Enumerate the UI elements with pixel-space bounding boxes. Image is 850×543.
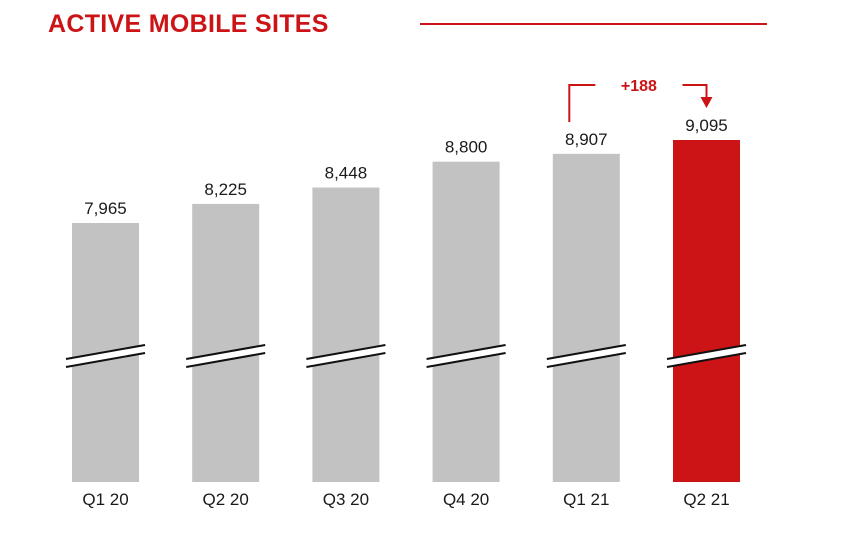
value-label: 7,965 <box>84 199 127 218</box>
delta-connector-line <box>568 84 708 122</box>
axis-break-mark <box>426 344 506 368</box>
chart-title: ACTIVE MOBILE SITES <box>48 10 329 38</box>
value-label: 8,448 <box>325 164 368 183</box>
value-labels-group: 7,965 8,225 8,448 8,800 8,907 9,095 <box>84 116 728 218</box>
delta-arrowhead <box>700 97 713 108</box>
value-label: 8,800 <box>445 138 488 157</box>
value-label: 9,095 <box>685 116 728 135</box>
axis-break-mark <box>65 344 146 368</box>
category-labels-group: Q1 20 Q2 20 Q3 20 Q4 20 Q1 21 Q2 21 <box>82 490 729 509</box>
bar-q2-21 <box>673 140 740 482</box>
bar-q2-20 <box>192 203 260 482</box>
bar-q1-21 <box>552 153 620 483</box>
delta-annotation-group: +188 <box>568 78 713 122</box>
title-rule <box>420 23 767 25</box>
category-label: Q2 20 <box>203 490 249 509</box>
axis-break-mark <box>186 344 266 368</box>
bars-group <box>72 140 740 483</box>
delta-label: +188 <box>621 78 657 95</box>
axis-breaks-group <box>65 344 747 368</box>
bar-q4-20 <box>432 161 500 482</box>
axis-break-mark <box>546 344 626 368</box>
value-label: 8,225 <box>204 180 247 199</box>
category-label: Q1 21 <box>563 490 609 509</box>
axis-break-mark <box>666 344 747 368</box>
category-label: Q1 20 <box>82 490 128 509</box>
value-label: 8,907 <box>565 130 608 149</box>
category-label: Q2 21 <box>683 490 729 509</box>
bar-q3-20 <box>312 187 380 482</box>
axis-break-mark <box>306 344 386 368</box>
category-label: Q4 20 <box>443 490 489 509</box>
category-label: Q3 20 <box>323 490 369 509</box>
